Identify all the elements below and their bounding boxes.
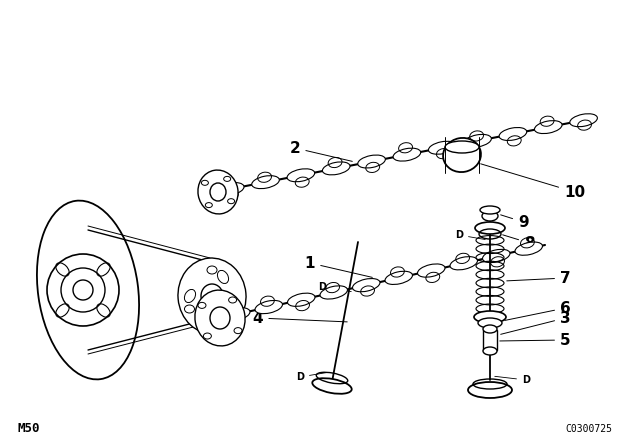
Text: 1: 1: [305, 255, 372, 277]
Ellipse shape: [323, 162, 350, 175]
Ellipse shape: [482, 211, 498, 221]
Ellipse shape: [483, 250, 510, 263]
Ellipse shape: [478, 318, 502, 328]
Ellipse shape: [312, 378, 352, 394]
Ellipse shape: [443, 138, 481, 172]
Text: 6: 6: [505, 301, 571, 320]
Ellipse shape: [499, 128, 527, 141]
Ellipse shape: [475, 222, 505, 234]
Ellipse shape: [445, 141, 479, 153]
Ellipse shape: [393, 148, 420, 161]
Ellipse shape: [570, 114, 597, 127]
Ellipse shape: [483, 347, 497, 355]
Ellipse shape: [468, 382, 512, 398]
Text: D: D: [455, 230, 485, 240]
Text: C0300725: C0300725: [565, 424, 612, 434]
Ellipse shape: [464, 134, 492, 147]
Text: 10: 10: [481, 164, 585, 199]
Text: 3: 3: [500, 310, 571, 334]
Text: 8: 8: [502, 235, 534, 250]
Text: 4: 4: [253, 310, 348, 326]
Text: D: D: [495, 375, 530, 385]
Ellipse shape: [287, 293, 315, 306]
Ellipse shape: [480, 206, 500, 214]
Ellipse shape: [353, 279, 380, 292]
Ellipse shape: [385, 271, 412, 284]
Ellipse shape: [417, 264, 445, 277]
Text: 5: 5: [500, 332, 571, 348]
Ellipse shape: [428, 141, 456, 154]
Ellipse shape: [255, 301, 282, 314]
Text: M50: M50: [18, 422, 40, 435]
Text: 2: 2: [290, 141, 352, 161]
Ellipse shape: [252, 176, 279, 189]
Ellipse shape: [198, 170, 238, 214]
Ellipse shape: [358, 155, 385, 168]
Text: 9: 9: [500, 215, 529, 229]
Ellipse shape: [223, 308, 250, 321]
Ellipse shape: [515, 242, 543, 255]
Ellipse shape: [450, 257, 477, 270]
Ellipse shape: [534, 121, 562, 134]
Bar: [483, 330, 497, 350]
Text: 7: 7: [507, 271, 571, 285]
Ellipse shape: [216, 183, 244, 195]
Ellipse shape: [483, 325, 497, 333]
Text: D: D: [296, 372, 327, 382]
Ellipse shape: [178, 258, 246, 334]
Ellipse shape: [195, 290, 245, 346]
Ellipse shape: [474, 311, 506, 323]
Text: D: D: [318, 282, 351, 292]
Ellipse shape: [287, 169, 315, 182]
Ellipse shape: [320, 286, 348, 299]
